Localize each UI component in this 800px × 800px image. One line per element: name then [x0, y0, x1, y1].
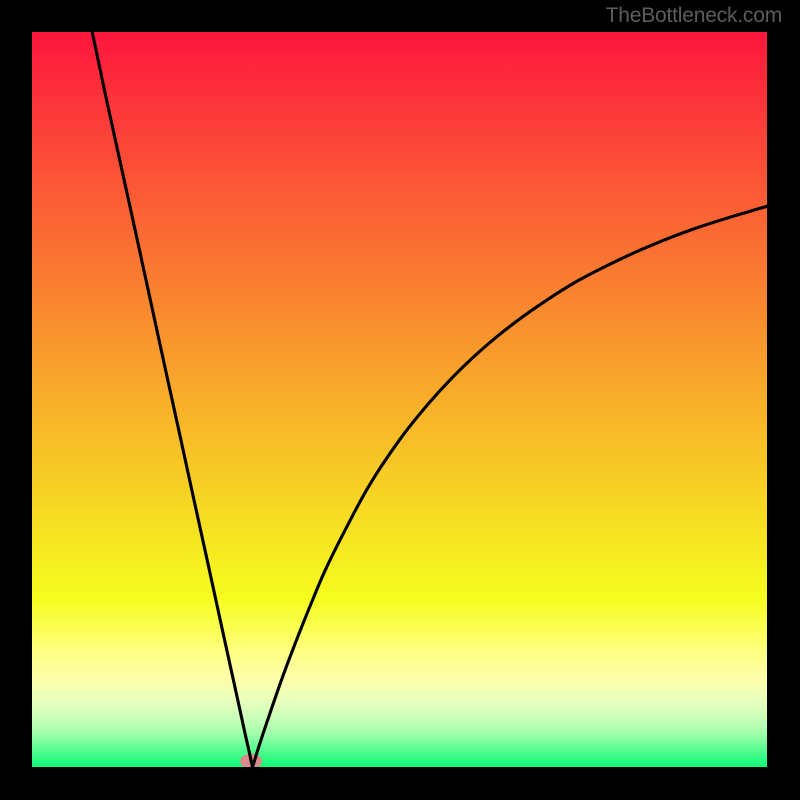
bottleneck-curve-left [92, 32, 252, 767]
bottleneck-curve-right [253, 206, 768, 767]
watermark-text: TheBottleneck.com [606, 4, 782, 28]
chart-plot-area [32, 32, 767, 767]
chart-svg [32, 32, 767, 767]
